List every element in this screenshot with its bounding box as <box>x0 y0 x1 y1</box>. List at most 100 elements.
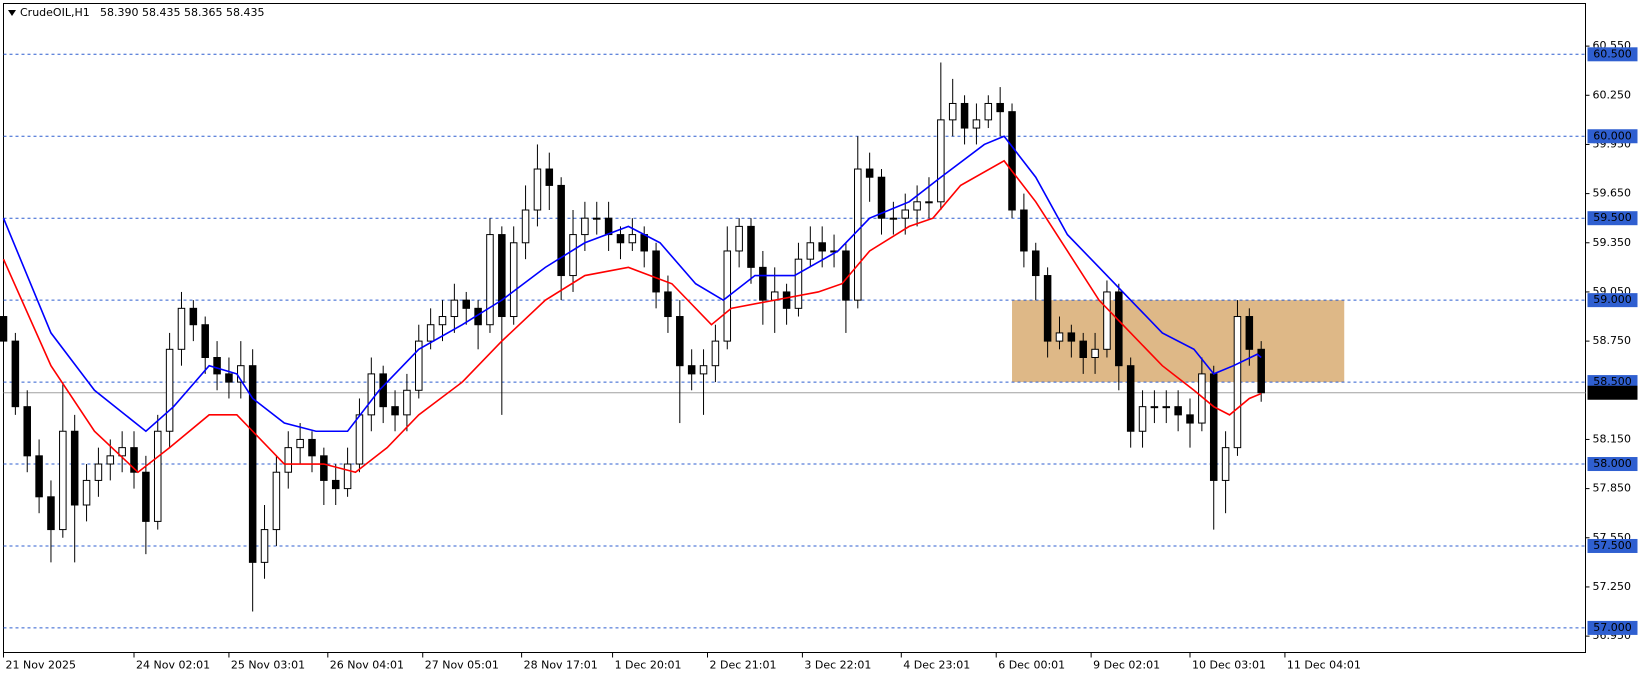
candle-body <box>877 176 886 219</box>
x-tick-label: 26 Nov 04:01 <box>330 659 404 672</box>
candle-body <box>1221 447 1230 481</box>
candle-body <box>569 234 577 277</box>
candle-body <box>782 291 791 309</box>
candle-body <box>320 455 328 481</box>
x-tick-label: 4 Dec 23:01 <box>903 659 970 672</box>
y-tick-label: 59.350 <box>1593 236 1632 249</box>
x-tick-label: 27 Nov 05:01 <box>425 659 499 672</box>
y-tick-label: 58.750 <box>1593 334 1632 347</box>
candle-body <box>260 529 269 563</box>
symbol-title: CrudeOIL,H1 <box>20 6 90 19</box>
candle-body <box>1209 373 1218 481</box>
candle-body <box>1115 291 1123 367</box>
candle-body <box>687 365 696 375</box>
candle-body <box>118 447 126 457</box>
x-tick-label: 3 Dec 22:01 <box>804 659 871 672</box>
level-label: 59.500 <box>1593 211 1632 224</box>
candle-body <box>628 234 637 244</box>
candle-body <box>1233 316 1242 449</box>
candle-body <box>153 430 162 522</box>
y-tick-label: 59.650 <box>1593 187 1632 200</box>
candle-body <box>225 373 233 383</box>
candle-body <box>616 234 625 244</box>
candle-body <box>521 209 530 244</box>
candle-body <box>1245 316 1254 350</box>
candle-body <box>379 373 387 408</box>
candle-body <box>960 102 969 129</box>
candle-body <box>415 340 423 391</box>
candle-body <box>1055 332 1064 342</box>
level-label: 57.500 <box>1593 539 1632 552</box>
ma-line <box>2 135 1262 433</box>
candle-body <box>106 455 115 465</box>
candle-body <box>331 479 340 490</box>
x-tick-label: 21 Nov 2025 <box>6 659 76 672</box>
x-tick-label: 9 Dec 02:01 <box>1093 659 1160 672</box>
level-label: 58.500 <box>1593 375 1632 388</box>
candle-body <box>676 316 684 367</box>
x-tick-label: 10 Dec 03:01 <box>1192 659 1266 672</box>
plot-frame <box>3 3 1586 653</box>
x-tick-label: 6 Dec 00:01 <box>998 659 1065 672</box>
candle-body <box>592 217 601 220</box>
candle-body <box>806 242 815 260</box>
candle-body <box>189 307 198 326</box>
candle-body <box>818 242 826 252</box>
candle-body <box>0 316 8 342</box>
candle-body <box>403 389 411 416</box>
level-label-box <box>1587 293 1638 308</box>
candle-body <box>1138 406 1147 432</box>
candle-body <box>996 102 1004 113</box>
candle-body <box>1031 250 1040 277</box>
candle-body <box>913 201 921 211</box>
level-label-box <box>1587 457 1638 472</box>
candle-body <box>70 430 79 506</box>
ma-line <box>2 159 1262 474</box>
candle-body <box>94 463 103 481</box>
candle-body <box>759 266 767 301</box>
candle-body <box>59 430 67 531</box>
candle-body <box>509 242 518 318</box>
candle-body <box>533 168 542 211</box>
candle-body <box>581 217 589 236</box>
level-label-box <box>1587 47 1638 62</box>
candle-body <box>450 299 459 318</box>
candle-body <box>1043 275 1052 342</box>
last-price-label: 58.435 <box>1593 386 1632 399</box>
candle-body <box>296 438 304 449</box>
candle-body <box>367 373 376 416</box>
candle-body <box>1091 348 1099 358</box>
candle-body <box>865 168 874 178</box>
level-label-box <box>1587 375 1638 390</box>
candle-body <box>1079 340 1087 359</box>
candle-body <box>142 471 150 522</box>
candle-body <box>1174 406 1182 416</box>
candle-body <box>948 102 957 121</box>
candle-body <box>937 119 945 203</box>
candle-body <box>854 168 862 301</box>
candle-body <box>901 209 910 219</box>
header-marker <box>8 10 16 16</box>
candle-body <box>711 340 720 367</box>
x-tick-label: 1 Dec 20:01 <box>615 659 682 672</box>
candle-body <box>343 463 352 490</box>
candle-body <box>1257 348 1265 394</box>
level-label: 57.000 <box>1593 621 1632 634</box>
last-price-box <box>1587 385 1638 400</box>
candle-body <box>652 250 660 293</box>
y-tick-label: 57.250 <box>1593 580 1632 593</box>
candle-body <box>272 471 281 531</box>
x-tick-label: 11 Dec 04:01 <box>1287 659 1361 672</box>
level-label: 58.000 <box>1593 457 1632 470</box>
candle-body <box>11 340 20 408</box>
candle-body <box>201 324 209 359</box>
candle-body <box>308 438 316 457</box>
candle-body <box>984 102 993 121</box>
candle-body <box>1198 373 1206 424</box>
y-tick-label: 57.850 <box>1593 482 1632 495</box>
level-label-box <box>1587 211 1638 226</box>
level-label-box <box>1587 129 1638 144</box>
candle-body <box>794 258 803 309</box>
candle-body <box>35 455 43 498</box>
